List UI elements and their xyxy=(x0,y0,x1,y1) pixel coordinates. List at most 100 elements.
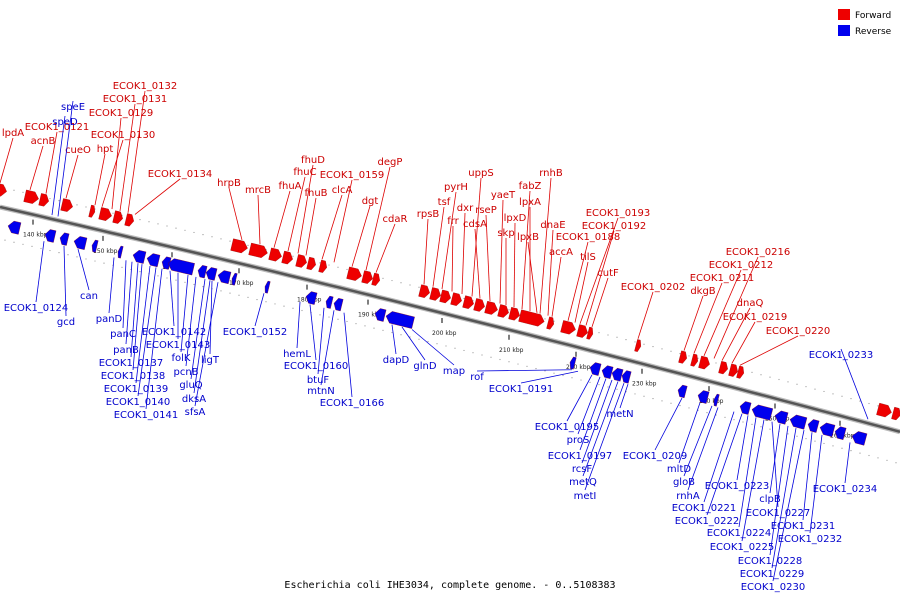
reverse-gene-arrow xyxy=(677,384,688,399)
track-dot xyxy=(373,327,375,329)
gene-label: ECOK1_0142 xyxy=(142,270,206,338)
gene-label: rpsB xyxy=(417,209,439,285)
kbp-tick-label: 230 kbp xyxy=(632,381,657,388)
track-dot xyxy=(805,386,807,388)
genome-title: Escherichia coli IHE3034, complete genom… xyxy=(284,580,615,591)
svg-text:rcsF: rcsF xyxy=(572,464,593,475)
svg-text:mltD: mltD xyxy=(667,464,691,475)
track-dot xyxy=(40,247,42,250)
svg-text:gluQ: gluQ xyxy=(179,380,202,391)
track-dot xyxy=(229,292,231,294)
track-dot xyxy=(544,318,546,320)
track-dot xyxy=(454,347,456,349)
track-dot xyxy=(166,225,168,227)
track-dot xyxy=(4,239,6,241)
track-dot xyxy=(841,447,843,449)
track-dot xyxy=(292,255,294,257)
track-dot xyxy=(841,395,843,397)
track-dot xyxy=(418,286,420,288)
reverse-gene-arrow xyxy=(713,393,720,407)
svg-text:ECOK1_0132: ECOK1_0132 xyxy=(113,81,178,92)
track-dot xyxy=(337,266,339,268)
track-dot xyxy=(670,402,672,404)
forward-gene-arrow xyxy=(634,339,641,352)
gene-label: mltD xyxy=(667,402,701,475)
track-dot xyxy=(58,200,60,202)
track-dot xyxy=(400,282,402,284)
reverse-gene-arrow xyxy=(132,250,147,264)
forward-gene-arrow xyxy=(124,213,134,227)
track-dot xyxy=(715,362,717,364)
kbp-tick-label: 150 kbp xyxy=(93,248,118,255)
reverse-gene-arrow xyxy=(751,404,774,421)
gene-label: ECOK1_0129 xyxy=(89,108,153,210)
track-dot xyxy=(850,398,852,400)
gene-label: ECOK1_0209 xyxy=(623,397,687,462)
svg-text:glnD: glnD xyxy=(413,361,436,372)
gene-label: ECOK1_0193 xyxy=(579,208,650,324)
track-dot xyxy=(319,314,321,316)
track-dot xyxy=(382,277,384,279)
track-dot xyxy=(688,355,690,357)
gene-label: fhuC xyxy=(287,167,317,252)
gene-label: panC xyxy=(110,260,136,340)
reverse-gene-arrow xyxy=(697,390,710,404)
track-dot xyxy=(274,303,276,305)
forward-gene-arrow xyxy=(429,287,441,301)
track-dot xyxy=(778,378,780,381)
gene-label: ECOK1_0141 xyxy=(114,268,178,421)
reverse-gene-arrow xyxy=(851,431,868,446)
gene-label: ECOK1_0138 xyxy=(101,264,165,382)
svg-text:rnhB: rnhB xyxy=(539,168,563,179)
track-dot xyxy=(76,256,78,258)
track-dot xyxy=(472,352,474,354)
svg-text:tilS: tilS xyxy=(580,252,596,263)
gene-label: proS xyxy=(567,376,601,446)
track-dot xyxy=(184,281,186,283)
gene-label: can xyxy=(77,248,98,302)
legend-reverse-swatch xyxy=(838,25,850,36)
forward-gene-arrow xyxy=(0,182,7,197)
gene-label: rcsF xyxy=(572,379,613,475)
svg-text:fhuC: fhuC xyxy=(293,167,316,178)
svg-text:gcd: gcd xyxy=(57,317,75,328)
track-dot xyxy=(661,348,663,350)
track-dot xyxy=(508,309,510,311)
legend-reverse-label: Reverse xyxy=(855,27,892,37)
forward-gene-arrow xyxy=(698,355,710,370)
track-dot xyxy=(787,381,789,383)
track-dot xyxy=(787,433,789,435)
track-dot xyxy=(481,354,483,356)
track-dot xyxy=(634,341,636,343)
legend-forward-label: Forward xyxy=(855,11,891,21)
track-dot xyxy=(445,345,447,347)
gene-label: ECOK1_0159 xyxy=(320,170,385,263)
reverse-gene-arrow xyxy=(601,365,614,379)
gene-label: gloB xyxy=(673,405,713,488)
gene-label: lpdA xyxy=(0,128,24,184)
gene-label: lpxB xyxy=(517,232,539,313)
gene-label: metQ xyxy=(569,381,619,488)
svg-text:ECOK1_0202: ECOK1_0202 xyxy=(621,282,686,293)
forward-gene-arrow xyxy=(306,256,316,271)
gene-label: ECOK1_0228 xyxy=(738,425,802,567)
forward-gene-arrow xyxy=(678,350,687,364)
gene-label: ECOK1_0234 xyxy=(813,442,877,495)
reverse-gene-arrow xyxy=(117,245,124,259)
reverse-gene-arrow xyxy=(305,291,318,305)
svg-text:ECOK1_0159: ECOK1_0159 xyxy=(320,170,385,181)
forward-gene-arrow xyxy=(281,250,293,265)
gene-label: gluQ xyxy=(179,279,206,391)
track-dot xyxy=(805,438,807,440)
svg-text:ECOK1_0220: ECOK1_0220 xyxy=(766,326,831,337)
gene-label: accA xyxy=(549,247,573,317)
track-dot xyxy=(409,284,411,286)
track-dot xyxy=(796,383,798,385)
forward-gene-arrow xyxy=(371,272,380,286)
svg-text:mrcB: mrcB xyxy=(245,185,271,196)
gene-label: cutF xyxy=(591,268,619,327)
svg-text:uppS: uppS xyxy=(468,168,493,179)
kbp-tick-label: 170 kbp xyxy=(229,280,254,287)
gene-label: clcA xyxy=(321,185,352,260)
gene-label: ECOK1_0130 xyxy=(91,130,155,207)
